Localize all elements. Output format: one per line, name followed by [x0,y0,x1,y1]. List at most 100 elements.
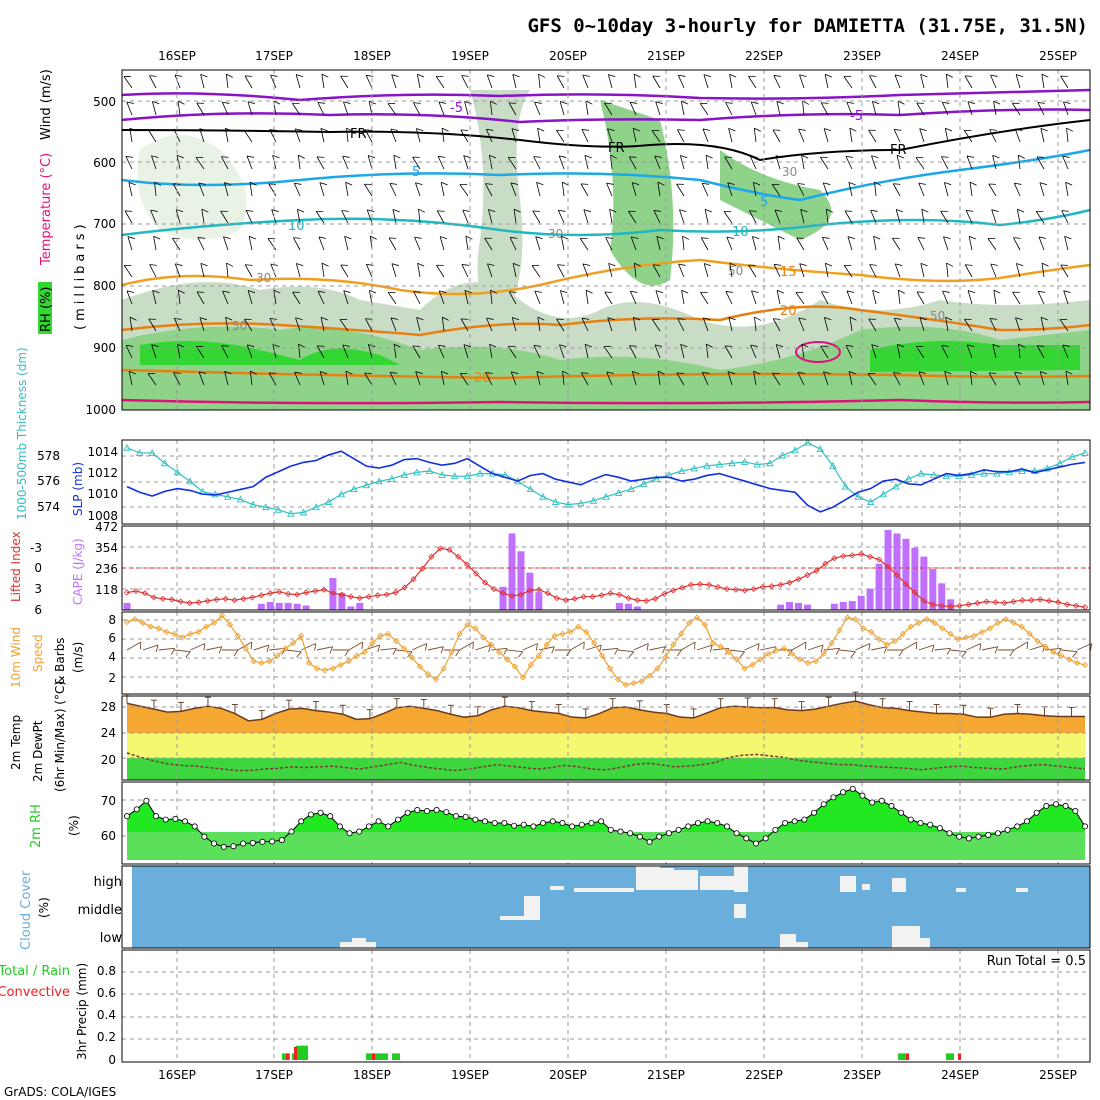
barb-flag [652,318,660,320]
barb-staff [849,128,853,143]
isotherm-minus5 [121,108,1091,124]
barb-flag [967,344,975,347]
barb-flag [942,101,950,104]
barb-flag [317,102,326,104]
wind10m-point-56 [567,628,574,636]
upper-barb-30-7 [843,264,853,278]
upper-barb-12-11 [415,371,423,386]
upper-barb-23-5 [679,209,687,224]
wind10m-barb-staff [427,646,444,651]
barb-staff [557,210,565,224]
barb-staff [177,290,181,305]
cape-bar-89 [920,556,928,610]
cloud-block-12 [500,916,524,920]
barb-staff [123,76,133,89]
barb-flag [369,289,377,294]
wind10m-barb-staff [855,643,871,651]
cloud-block-6 [550,886,564,890]
rh-shade-wet-1 [140,341,400,365]
upper-barb-8-5 [315,210,325,224]
rh2m-point-76 [859,792,866,799]
wind10m-barb-flag [883,646,888,654]
thickness-point-67 [967,470,976,478]
lifted-point-19 [294,591,301,598]
wind10m-barb-108 [981,646,999,654]
barb-flag [147,372,156,374]
lifted-point-93 [956,602,963,609]
rh2m-point-36 [472,816,479,823]
date-tick-21sep-bottom: 21SEP [647,1068,685,1082]
barb-flag [461,264,470,266]
cloud-cover-blocks [340,866,1028,948]
upper-barb-13-1 [438,101,447,116]
wind10m-point-70 [678,630,685,638]
wind10m-point-116 [1042,643,1049,650]
barb-flag [221,156,229,158]
barb-flag [941,156,949,158]
barb-flag [919,317,927,321]
label-rh: RH (%) [39,287,54,332]
barb-staff [199,128,205,143]
upper-barb-20-2 [607,128,615,143]
upper-barb-31-6 [873,235,881,251]
upper-barb-7-5 [296,208,305,224]
cape-bar-42 [499,586,507,610]
wind10m-barb-28 [348,641,363,651]
barb-staff [393,344,397,359]
wind10m-point-82 [773,647,780,654]
wind10m-barb-flag [551,646,555,654]
upper-barb-14-4 [459,183,469,197]
wind10m-barb-24 [316,646,334,654]
barb-flag [562,370,570,375]
wind10m-markers [123,612,1089,689]
barb-staff [775,155,781,170]
barb-staff [1040,128,1045,143]
wind10m-barb-20 [285,649,302,658]
precip-conv-bar-3 [906,1053,909,1060]
barb-flag [729,73,737,78]
barb-staff [172,183,181,197]
barb-flag [750,344,758,347]
wind10m-point-5 [163,628,170,636]
wind10m-point-99 [907,623,914,630]
barb-staff [631,182,637,197]
thickness-point-54 [803,438,812,446]
upper-barb-20-4 [606,182,614,197]
lifted-point-67 [723,585,730,593]
label-rh30-c: 30 [782,165,797,179]
barb-flag [868,129,876,131]
upper-barb-16-6 [509,236,518,251]
upper-barb-1-0 [149,75,157,89]
barb-flag [751,290,759,293]
upper-barb-6-2 [269,129,277,143]
barb-staff [439,236,445,251]
label-20-a: 20 [780,304,797,319]
upper-barb-34-4 [943,182,952,197]
upper-barb-28-0 [799,74,807,89]
barb-staff [509,237,517,251]
wind10m-barb-staff [285,649,302,653]
lifted-point-100 [1019,597,1026,604]
barb-flag [724,345,733,347]
lifted-point-5 [168,596,175,603]
wind10m-barb-112 [1013,641,1029,651]
barb-staff [892,238,901,251]
barb-flag [1037,345,1045,347]
barb-flag [154,181,162,186]
barb-staff [892,183,901,197]
lifted-point-28 [374,592,381,599]
wind10m-point-67 [654,665,661,672]
wind10m-point-105 [955,636,962,643]
barb-staff [342,344,349,359]
lifted-point-95 [974,599,981,607]
barb-flag [634,262,641,267]
lifted-point-49 [562,597,569,604]
barb-flag [220,210,228,212]
upper-barb-29-0 [824,73,832,89]
barb-staff [871,101,877,116]
cape-bar-87 [902,538,910,610]
barb-staff [296,209,301,224]
barb-staff [463,344,469,359]
upper-barb-31-10 [871,344,879,359]
cape-bar-74 [786,601,794,610]
